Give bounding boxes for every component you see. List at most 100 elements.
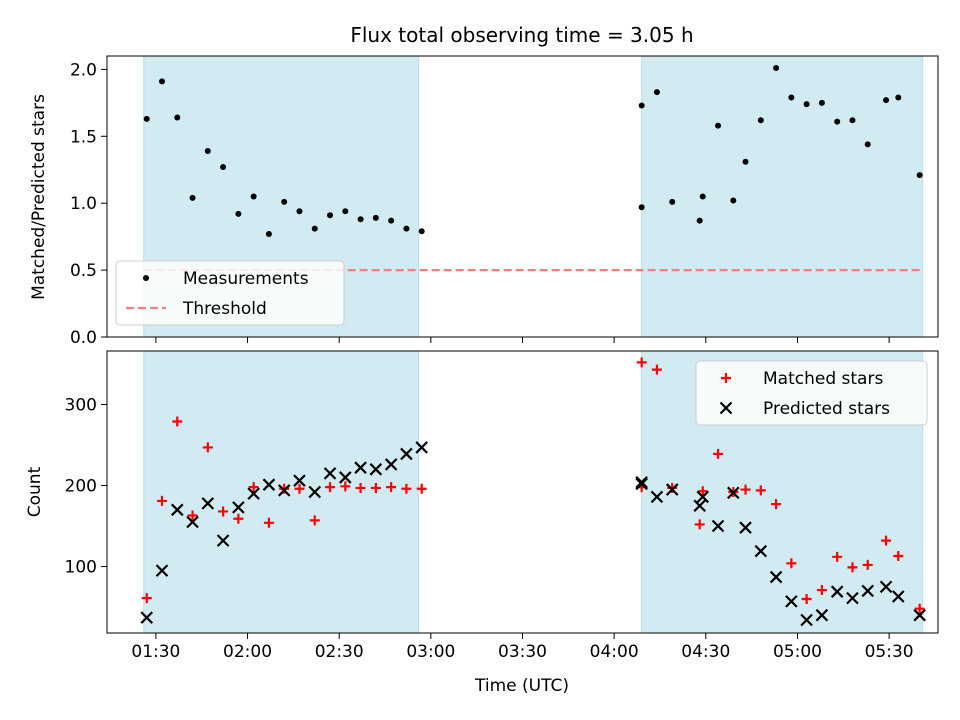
matched-star-point: [156, 495, 167, 506]
measurement-point: [388, 217, 395, 224]
y-tick-label: 1.5: [70, 127, 97, 147]
matched-star-point: [893, 551, 904, 562]
matched-star-point: [233, 513, 244, 524]
predicted-star-point: [800, 613, 813, 627]
matched-star-point: [263, 517, 274, 528]
matched-star-point: [340, 481, 351, 492]
matched-star-point: [187, 510, 198, 521]
predicted-star-point: [369, 463, 383, 476]
measurement-point: [803, 101, 810, 108]
chart-title: Flux total observing time = 3.05 h: [350, 23, 693, 47]
measurement-point: [296, 208, 303, 215]
legend-label: Predicted stars: [763, 399, 890, 419]
x-tick-label: 03:00: [406, 642, 455, 662]
measurement-point: [773, 65, 780, 72]
matched-star-point: [386, 482, 397, 493]
matched-star-point: [355, 482, 366, 493]
y-tick-label: 100: [65, 558, 97, 578]
y-tick-label: 1.0: [70, 194, 97, 214]
measurement-point: [204, 148, 211, 155]
matched-star-point: [816, 585, 827, 596]
legend: Measurements Threshold: [115, 260, 345, 326]
measurement-point: [174, 114, 181, 121]
predicted-star-point: [354, 461, 367, 474]
series-measurements: [143, 65, 923, 237]
legend-label: Matched stars: [763, 369, 883, 389]
measurement-point: [669, 198, 676, 205]
matched-star-point: [141, 593, 152, 604]
predicted-star-point: [846, 591, 859, 605]
predicted-star-point: [693, 499, 706, 513]
predicted-star-point: [830, 585, 844, 598]
bottom-axes: 01:30 02:00 02:30 03:00 03:30 04:00 04:30 05:00…: [65, 350, 939, 662]
legend-measurement-swatch: [143, 275, 149, 281]
measurement-point: [158, 78, 165, 85]
measurement-point: [864, 141, 871, 148]
matched-star-point: [401, 483, 412, 494]
top-axes: 0.0 0.5 1.0 1.5 2.0 Measurements Threshold: [70, 55, 939, 348]
measurement-point: [265, 230, 272, 237]
matched-star-point: [636, 357, 647, 368]
x-tick-label: 02:00: [223, 642, 272, 662]
measurement-point: [818, 99, 825, 106]
measurement-point: [849, 117, 856, 124]
series-predicted-stars: [140, 441, 926, 627]
x-tick-label: 05:30: [865, 642, 914, 662]
observing-span-2: [641, 55, 924, 338]
predicted-star-point: [879, 580, 893, 594]
matched-star-point: [279, 483, 290, 494]
matched-star-point: [694, 519, 705, 530]
legend-matched-swatch: [721, 373, 731, 383]
matched-star-point: [881, 535, 892, 546]
predicted-star-point: [308, 485, 322, 499]
matched-star-point: [713, 448, 724, 459]
predicted-star-point: [339, 471, 352, 484]
predicted-star-point: [247, 487, 260, 500]
axes-frame: [106, 55, 939, 338]
matched-star-point: [786, 558, 797, 569]
legend-predicted-swatch: [719, 401, 733, 415]
predicted-star-point: [415, 441, 428, 454]
matched-star-point: [248, 482, 259, 493]
legend: Matched stars Predicted stars: [695, 360, 928, 426]
predicted-star-point: [216, 534, 230, 547]
y-tick-label: 0.5: [70, 261, 97, 281]
measurement-point: [235, 210, 242, 217]
measurement-point: [342, 208, 349, 215]
predicted-star-point: [262, 478, 276, 491]
measurement-point: [653, 89, 660, 96]
legend-box: [695, 360, 928, 426]
measurement-point: [220, 164, 227, 171]
series-matched-stars: [141, 357, 925, 614]
predicted-star-point: [400, 447, 413, 461]
measurement-point: [834, 118, 841, 125]
predicted-star-point: [140, 611, 153, 624]
x-tick-label: 03:30: [498, 642, 547, 662]
measurement-point: [403, 225, 410, 232]
matched-star-point: [325, 482, 336, 493]
measurement-point: [883, 97, 890, 104]
predicted-star-point: [170, 503, 184, 517]
predicted-star-point: [323, 467, 337, 480]
predicted-star-point: [635, 475, 648, 489]
predicted-star-point: [892, 590, 905, 603]
measurement-point: [418, 228, 425, 235]
predicted-star-point: [232, 501, 245, 514]
measurement-point: [327, 212, 334, 219]
y-tick-label: 200: [65, 477, 97, 497]
measurement-point: [742, 158, 749, 165]
measurement-point: [715, 122, 722, 129]
measurement-point: [357, 216, 364, 223]
predicted-star-point: [155, 564, 169, 577]
predicted-star-point: [739, 521, 752, 534]
y-tick-label: 2.0: [70, 60, 97, 80]
predicted-star-point: [711, 519, 725, 533]
matched-star-point: [755, 485, 766, 496]
matched-star-point: [370, 482, 381, 493]
predicted-star-point: [913, 608, 926, 622]
predicted-star-point: [201, 497, 215, 510]
measurement-point: [788, 94, 795, 101]
predicted-star-point: [635, 477, 648, 491]
y-tick-label: 0.0: [70, 328, 97, 348]
matched-star-point: [294, 483, 305, 494]
